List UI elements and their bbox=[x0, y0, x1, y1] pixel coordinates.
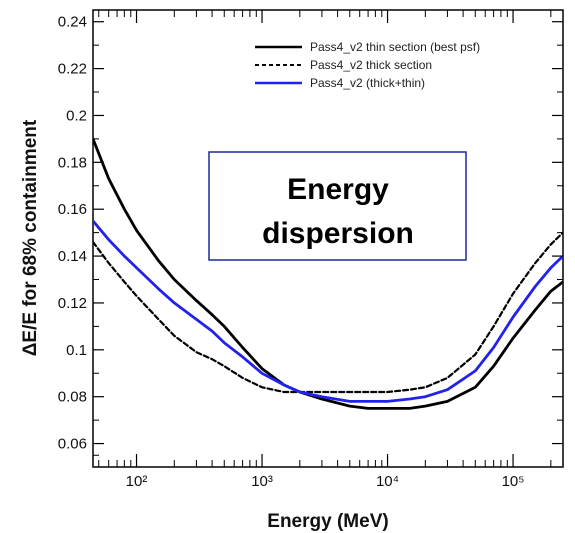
series-line-3 bbox=[93, 219, 563, 403]
legend-label: Pass4_v2 thick section bbox=[310, 58, 432, 72]
y-tick-label: 0.14 bbox=[58, 248, 87, 265]
annotation-line-1: Energy bbox=[287, 173, 389, 206]
legend-label: Pass4_v2 (thick+thin) bbox=[310, 76, 425, 90]
x-axis-title: Energy (MeV) bbox=[267, 511, 388, 532]
axis-layer: 0.06 0.08 0.1 0.12 0.14 0.16 0.18 0.2 0.22 0.24 10… bbox=[58, 10, 563, 490]
y-tick-label: 0.06 bbox=[58, 436, 87, 453]
y-tick-label: 0.12 bbox=[58, 295, 87, 312]
series-line-2 bbox=[93, 231, 563, 394]
annotation-box: Energy dispersion bbox=[208, 151, 467, 261]
annotation-frame bbox=[208, 151, 467, 261]
x-tick-label: 10⁵ bbox=[502, 473, 525, 490]
y-tick-label: 0.08 bbox=[58, 389, 87, 406]
y-axis-title: ΔE/E for 68% containment bbox=[20, 119, 41, 356]
legend-label: Pass4_v2 thin section (best psf) bbox=[310, 40, 480, 54]
y-tick-label: 0.16 bbox=[58, 201, 87, 218]
y-tick-label: 0.2 bbox=[66, 107, 87, 124]
x-tick-label: 10³ bbox=[251, 473, 273, 490]
y-tick-label: 0.18 bbox=[58, 154, 87, 171]
annotation-line-2: dispersion bbox=[262, 217, 414, 250]
x-tick-label: 10⁴ bbox=[376, 473, 399, 490]
series-layer bbox=[93, 137, 563, 410]
y-tick-label: 0.22 bbox=[58, 61, 87, 78]
y-tick-label: 0.24 bbox=[58, 14, 87, 31]
legend: Pass4_v2 thin section (best psf) Pass4_v2… bbox=[255, 40, 480, 90]
x-tick-label: 10² bbox=[126, 473, 148, 490]
y-tick-label: 0.1 bbox=[66, 342, 87, 359]
